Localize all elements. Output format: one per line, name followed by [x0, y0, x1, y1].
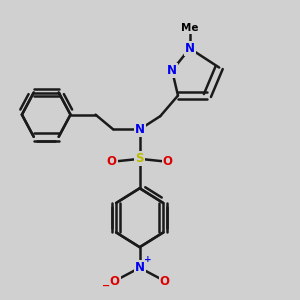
Text: −: − — [102, 280, 110, 290]
Text: N: N — [135, 261, 145, 274]
Text: S: S — [135, 152, 144, 165]
Text: O: O — [107, 155, 117, 168]
Text: Me: Me — [181, 23, 199, 33]
Text: N: N — [185, 42, 195, 55]
Text: N: N — [135, 123, 145, 136]
Text: O: O — [110, 274, 120, 287]
Text: N: N — [167, 64, 177, 77]
Text: O: O — [160, 274, 170, 287]
Text: +: + — [144, 255, 152, 264]
Text: O: O — [163, 155, 173, 168]
